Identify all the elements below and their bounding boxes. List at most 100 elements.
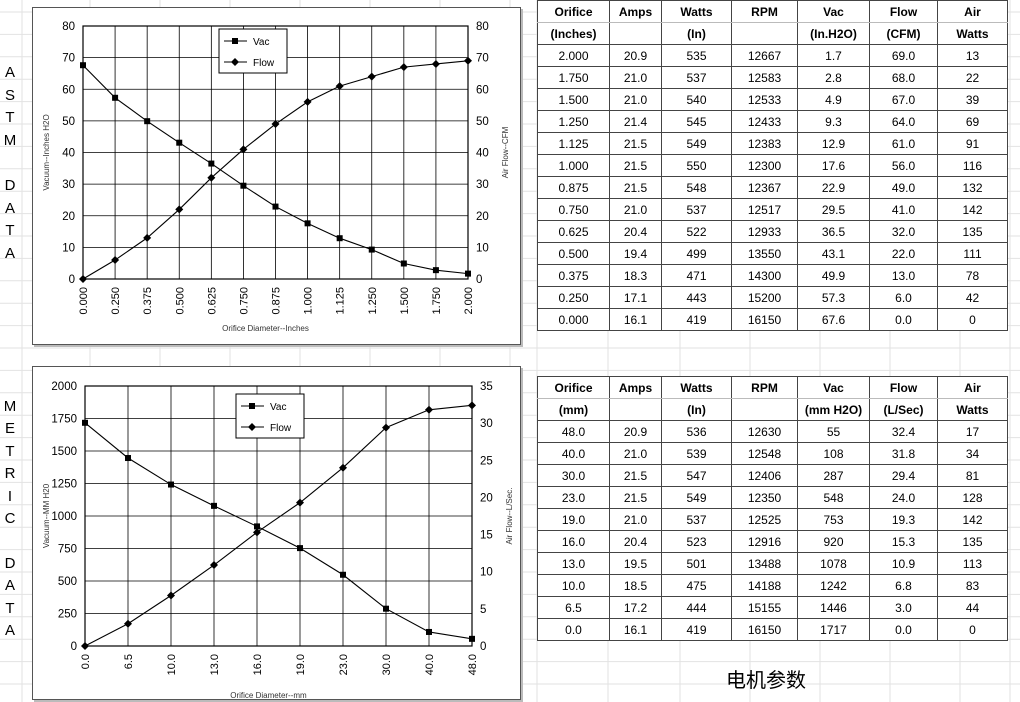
- table-cell: 12583: [731, 66, 798, 89]
- data-point-vac: [240, 182, 247, 189]
- legend-marker: [232, 38, 238, 44]
- table-cell: 111: [937, 242, 1008, 265]
- table-cell: 6.8: [869, 574, 938, 597]
- y2-tick-label: 10: [480, 567, 493, 579]
- y2-tick-label: 0: [480, 641, 486, 653]
- table-cell: 549: [661, 486, 732, 509]
- table-cell: 16.0: [537, 530, 610, 553]
- table-cell: Orifice: [537, 0, 610, 23]
- x-tick-label: 16.0: [252, 654, 264, 675]
- table-row: 48.0 20.9 536 12630 55 32.4 17: [537, 420, 1008, 443]
- table-cell: RPM: [731, 376, 798, 399]
- x-tick-label: 1.125: [335, 287, 347, 315]
- y2-tick-label: 35: [480, 381, 493, 393]
- table-row: 16.0 20.4 523 12916 920 15.3 135: [537, 530, 1008, 553]
- table-cell: 29.5: [797, 198, 870, 221]
- table-cell: 43.1: [797, 242, 870, 265]
- table-cell: 48.0: [537, 420, 610, 443]
- table-cell: 287: [797, 464, 870, 487]
- table-cell: 67.6: [797, 308, 870, 331]
- table-cell: 535: [661, 44, 732, 67]
- table-cell: Orifice: [537, 376, 610, 399]
- table-row: 23.0 21.5 549 12350 548 24.0 128: [537, 486, 1008, 509]
- table-cell: 0.500: [537, 242, 610, 265]
- x-tick-label: 0.750: [238, 287, 250, 315]
- table-cell: 17.6: [797, 154, 870, 177]
- table-cell: 22.9: [797, 176, 870, 199]
- data-point-vac: [254, 523, 260, 530]
- legend-label: Vac: [270, 402, 287, 413]
- side-letter: A: [4, 64, 15, 81]
- table-cell: 12933: [731, 220, 798, 243]
- table-cell: Watts: [937, 22, 1008, 45]
- data-point-vac: [432, 267, 439, 274]
- table-cell: [609, 398, 662, 421]
- side-letter: I: [7, 487, 13, 505]
- table-cell: 12433: [731, 110, 798, 133]
- data-point-flow: [271, 120, 280, 129]
- data-point-flow: [210, 561, 218, 570]
- table-cell: 548: [661, 176, 732, 199]
- table-cell: Flow: [869, 0, 938, 23]
- data-point-vac: [168, 481, 174, 488]
- table-cell: 12517: [731, 198, 798, 221]
- data-point-vac: [112, 94, 119, 101]
- side-letter: A: [4, 577, 15, 595]
- table-cell: 19.4: [609, 242, 662, 265]
- table-cell: 20.9: [609, 420, 662, 443]
- table-cell: 10.0: [537, 574, 610, 597]
- y2-tick-label: 60: [476, 84, 489, 96]
- table-cell: 0.875: [537, 176, 610, 199]
- table-cell: 17.1: [609, 286, 662, 309]
- table-cell: 545: [661, 110, 732, 133]
- table-cell: Amps: [609, 0, 662, 23]
- data-point-flow: [425, 405, 433, 414]
- data-point-vac: [383, 605, 389, 612]
- side-letter: R: [4, 465, 16, 483]
- table-cell: 21.5: [609, 176, 662, 199]
- table-cell: 548: [797, 486, 870, 509]
- table-row: 1.750 21.0 537 12583 2.8 68.0 22: [537, 66, 1008, 89]
- table-cell: 42: [937, 286, 1008, 309]
- table-cell: 537: [661, 66, 732, 89]
- table-cell: 32.0: [869, 220, 938, 243]
- x-tick-label: 19.0: [295, 654, 307, 675]
- table-cell: 0.625: [537, 220, 610, 243]
- data-point-flow: [124, 619, 132, 628]
- table-cell: 419: [661, 308, 732, 331]
- y-tick-label: 0: [71, 641, 77, 653]
- table-cell: 10.9: [869, 552, 938, 575]
- table-cell: 91: [937, 132, 1008, 155]
- table-row: 0.875 21.5 548 12367 22.9 49.0 132: [537, 176, 1008, 199]
- table-cell: 15155: [731, 596, 798, 619]
- table-cell: 522: [661, 220, 732, 243]
- table-cell: (mm): [537, 398, 610, 421]
- table-cell: 57.3: [797, 286, 870, 309]
- table-cell: 21.0: [609, 442, 662, 465]
- data-point-flow: [239, 145, 248, 154]
- data-point-vac: [80, 62, 86, 69]
- x-tick-label: 0.000: [78, 287, 90, 315]
- legend-box: [218, 28, 288, 74]
- x-tick-label: 0.625: [206, 287, 218, 315]
- table-cell: (mm H2O): [797, 398, 870, 421]
- table-cell: 21.5: [609, 132, 662, 155]
- x-tick-label: 6.5: [123, 654, 135, 669]
- y-tick-label: 750: [58, 544, 77, 556]
- table-row: 10.0 18.5 475 14188 1242 6.8 83: [537, 574, 1008, 597]
- table-cell: 21.0: [609, 66, 662, 89]
- table-cell: 12548: [731, 442, 798, 465]
- table-row: 6.5 17.2 444 15155 1446 3.0 44: [537, 596, 1008, 619]
- table-cell: 78: [937, 264, 1008, 287]
- data-point-vac: [297, 545, 303, 552]
- table-cell: 0.250: [537, 286, 610, 309]
- table-cell: 12525: [731, 508, 798, 531]
- table-cell: 31.8: [869, 442, 938, 465]
- x-tick-label: 13.0: [209, 654, 221, 675]
- table-cell: (Inches): [537, 22, 610, 45]
- table-cell: 49.9: [797, 264, 870, 287]
- y-tick-label: 250: [58, 609, 77, 621]
- table-cell: 16.1: [609, 308, 662, 331]
- table-cell: 1446: [797, 596, 870, 619]
